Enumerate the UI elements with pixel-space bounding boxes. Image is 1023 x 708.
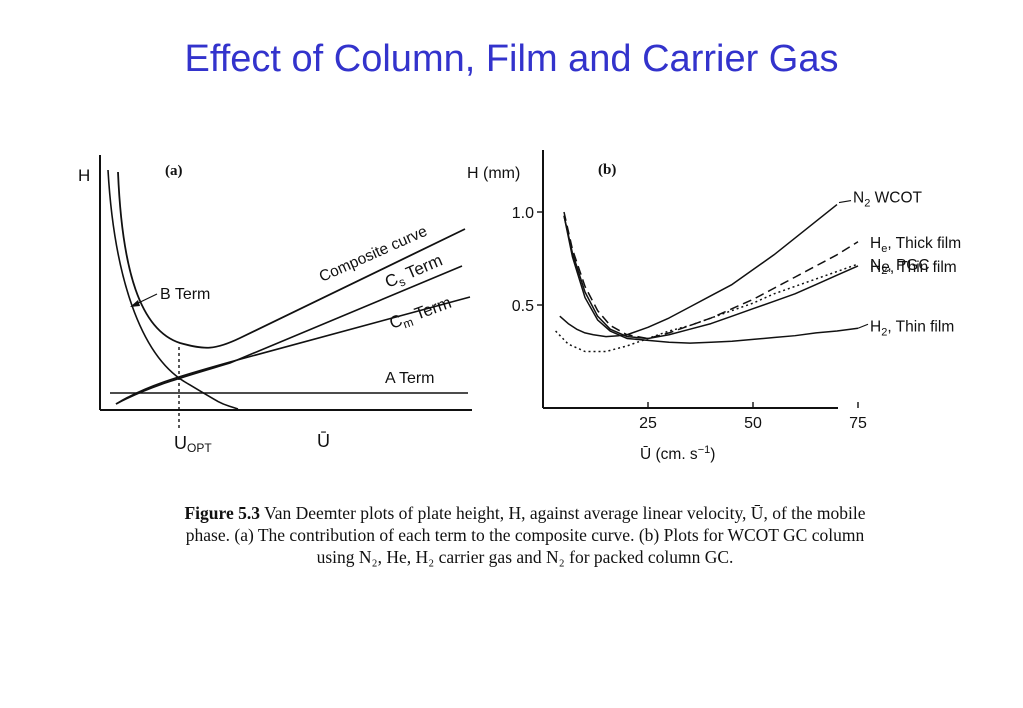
panel-a-xlabel: Ū [317,431,330,451]
series-he-thick-film-label-rest: , Thick film [887,235,961,252]
cs-rest: Term [399,251,445,285]
composite-curve [117,171,466,349]
uopt-label: UOPT [174,433,212,455]
series-n2-wcot-label: N2 WCOT [853,190,923,210]
series-n2-wcot-label-sub: 2 [864,198,870,210]
series-n2-pgc-label: N2, PGC [870,257,930,277]
series-h2-thin-film-label: H2, Thin film [870,318,954,338]
figure-caption: Figure 5.3 Van Deemter plots of plate he… [110,502,940,568]
panel-a: H (a) Composite curve Cs Term Cm Term B … [78,155,472,455]
series-he-thick-film-label: He, Thick film [870,235,961,255]
b-xlabel-end: ) [710,446,715,463]
series-he-thick-film-label-main: H [870,235,881,252]
b-term-curve [107,169,239,410]
cm-term-label: Cm Term [387,293,455,336]
panel-a-label: (a) [165,163,183,179]
b-term-arrowhead [130,300,140,307]
b-xlabel-sup: −1 [698,444,711,456]
series-n2-pgc-label-main: N [870,257,881,274]
series-he-thin-film-label: He, Thin film [870,259,957,276]
b-xlabel-main: Ū (cm. s [640,446,698,463]
series-h2-thin-film-line [563,215,859,344]
series-n2-wcot-label-main: N [853,190,864,207]
slide-title: Effect of Column, Film and Carrier Gas [184,38,839,80]
series-n2-pgc-label-sub: 2 [881,265,887,277]
b-x-tick-label-75: 75 [849,415,867,432]
series-he-thin-film-label-main: He, Thin film [870,259,957,276]
cm-sub: m [401,315,415,332]
cm-rest: Term [408,293,454,325]
panel-b-ylabel: H (mm) [467,165,520,182]
panel-b-ticks: 25 50 75 0.5 1.0 [512,205,867,432]
uopt-main: U [174,433,187,453]
series-n2-wcot-line [559,203,838,338]
a-term-label: A Term [385,370,435,387]
series-h2-thin-film-label-sub: 2 [881,326,887,338]
b-y-tick-label-0.5: 0.5 [512,298,534,315]
series-he-thick-film-line [563,211,859,340]
b-x-tick-label-50: 50 [744,415,762,432]
series-he-thin-film-line [563,215,859,340]
series-h2-thin-film-label-main: H [870,318,881,335]
cs-term-label: Cs Term [382,251,446,295]
cs-sub: s [397,274,408,289]
b-term-label: B Term [160,286,210,303]
series-n2-pgc-line [555,263,859,353]
series-n2-pgc-label-rest: , PGC [887,257,929,274]
series-n2-wcot-pointer [838,199,852,204]
caption-line-3: using N₂, He, H₂ carrier gas and N₂ for … [316,547,734,567]
panel-a-ylabel: H [78,166,90,185]
b-y-tick-label-1: 1.0 [512,205,534,222]
cm-main: C [387,311,405,333]
caption-figure-label: Figure 5.3 [184,503,260,523]
cs-term-line [115,265,463,405]
uopt-sub: OPT [187,441,212,455]
series-h2-thin-film-pointer [857,323,869,329]
series-n2-wcot-label-rest: WCOT [870,190,922,207]
b-x-tick-label-25: 25 [639,415,657,432]
series-h2-thin-film-label-rest: , Thin film [887,318,954,335]
caption-line-2: phase. (a) The contribution of each term… [185,525,865,545]
series-he-thick-film-label-sub: e [881,243,887,255]
panel-b-label: (b) [598,162,616,178]
caption-line-1: Van Deemter plots of plate height, H, ag… [264,503,866,523]
panel-b-xlabel: Ū (cm. s−1) [640,444,715,463]
